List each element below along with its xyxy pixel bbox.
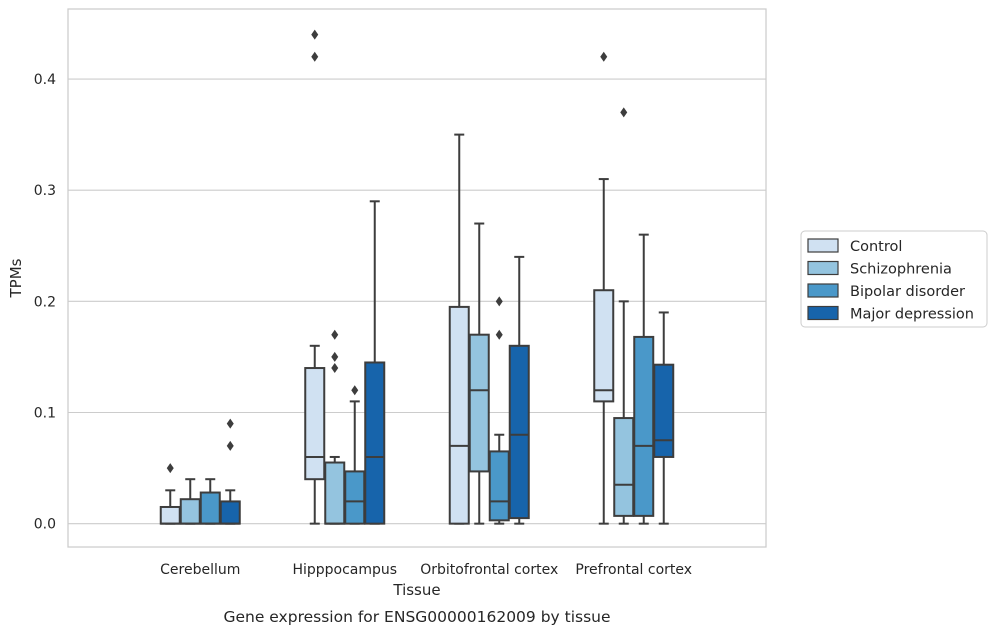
legend-swatch [807,238,839,253]
y-tick-label: 0.1 [34,406,56,422]
box-iqr [324,461,346,525]
y-tick-label: 0.2 [34,294,56,310]
x-tick-label: Prefrontal cortex [575,562,692,578]
box-iqr [304,367,326,481]
outlier-point [495,296,503,307]
box-bipolar-disorder [488,296,510,525]
box-iqr [179,498,201,525]
x-tick-label: Cerebellum [160,562,240,578]
outlier-point [331,329,339,340]
box-control [159,463,181,525]
legend-label: Major depression [850,307,974,323]
legend-swatch [807,260,839,276]
outlier-point [620,107,628,118]
legend-label: Control [850,239,902,255]
outlier-point [600,51,608,62]
x-tick-label: Orbitofrontal cortex [420,562,558,578]
box-iqr [613,417,635,517]
box-iqr [508,344,530,520]
box-schizophrenia [613,107,635,525]
box-iqr [219,500,241,525]
box-iqr [344,470,366,525]
outlier-point [311,51,319,62]
legend: Control Schizophrenia Bipolar disorder Majo… [800,230,988,328]
box-iqr [159,505,181,525]
legend-label: Schizophrenia [850,262,952,278]
outlier-point [226,418,234,429]
box-iqr [593,289,615,403]
plot-frame [67,8,767,548]
box-iqr [364,361,386,525]
x-axis-ticks: Cerebellum Hipppocampus Orbitofrontal cort… [160,562,692,578]
outlier-point [311,29,319,40]
box-major-depression [364,200,386,525]
y-tick-label: 0.0 [34,517,56,533]
y-tick-label: 0.3 [34,183,56,199]
legend-swatch [807,305,839,321]
box-iqr [199,491,221,525]
box-iqr [488,450,510,522]
box-schizophrenia [468,222,490,525]
y-axis-title: TPMs [7,258,25,298]
y-axis-ticks: 0.0 0.1 0.2 0.3 0.4 [34,72,56,533]
outlier-point [495,329,503,340]
box-major-depression [219,418,241,525]
box-major-depression [508,255,530,525]
box-control [304,29,326,525]
boxes [159,29,675,525]
box-control [448,133,470,525]
figure-caption: Gene expression for ENSG00000162009 by t… [223,608,610,626]
box-iqr [653,363,675,458]
box-schizophrenia [179,478,201,525]
box-major-depression [653,311,675,525]
legend-box [800,230,988,328]
box-bipolar-disorder [199,478,221,525]
outlier-point [331,351,339,362]
box-iqr [448,305,470,525]
box-control [593,51,615,525]
box-schizophrenia [324,329,346,525]
x-axis-title: Tissue [392,581,440,599]
outlier-point [226,440,234,451]
box-bipolar-disorder [344,385,366,525]
x-tick-label: Hipppocampus [292,562,397,578]
outlier-point [166,463,174,474]
box-iqr [633,335,655,517]
legend-swatch [807,283,839,298]
box-bipolar-disorder [633,233,655,525]
legend-label: Bipolar disorder [850,284,965,300]
y-tick-label: 0.4 [34,72,56,88]
outlier-point [331,363,339,374]
outlier-point [351,385,359,396]
box-iqr [468,333,490,473]
